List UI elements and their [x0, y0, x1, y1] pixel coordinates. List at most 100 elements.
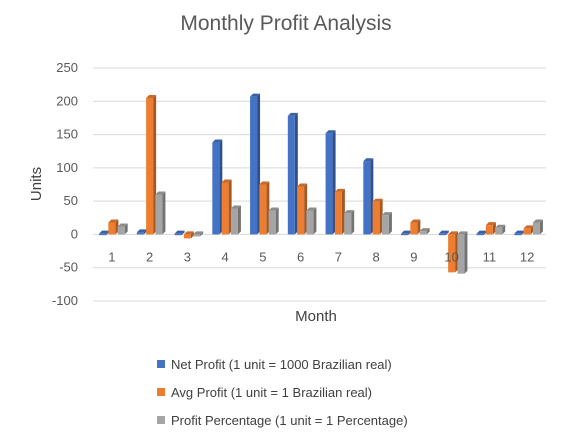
bar — [230, 208, 238, 235]
bar-side — [162, 191, 166, 235]
bar-top — [193, 231, 204, 235]
bar-side — [351, 210, 355, 235]
bar-top — [174, 230, 185, 234]
legend-label-net-profit: Net Profit (1 unit = 1000 Brazilian real… — [171, 356, 392, 372]
y-tick-label: 200 — [56, 93, 78, 108]
bar — [183, 234, 191, 239]
bar-top — [401, 230, 412, 234]
bar — [485, 225, 493, 235]
bar — [401, 233, 409, 236]
bar-side — [464, 231, 468, 274]
y-tick-label: 0 — [71, 226, 78, 241]
bar — [146, 97, 154, 235]
bar — [438, 233, 446, 236]
x-tick-label: 1 — [108, 249, 115, 264]
bar-side — [455, 231, 459, 273]
bar-top — [457, 231, 468, 235]
bar-top — [448, 231, 459, 235]
bar-top — [523, 225, 534, 229]
x-axis-ticks: 1 2 3 4 5 6 7 8 9 10 11 12 — [108, 249, 534, 264]
y-tick-label: 150 — [56, 127, 78, 142]
legend-swatch-avg-profit — [157, 388, 165, 396]
bar — [372, 201, 380, 235]
bar-side — [313, 207, 317, 235]
bar-top — [410, 219, 421, 223]
x-tick-label: 6 — [297, 249, 304, 264]
bar-side — [294, 112, 298, 235]
bar-top — [485, 222, 496, 226]
bar-side — [275, 207, 279, 235]
x-tick-label: 9 — [410, 249, 417, 264]
bar-side — [426, 228, 430, 235]
bar — [381, 215, 389, 235]
bar-side — [521, 230, 525, 236]
y-tick-label: 100 — [56, 160, 78, 175]
x-tick-label: 4 — [222, 249, 229, 264]
bar — [306, 210, 314, 235]
legend: Net Profit (1 unit = 1000 Brazilian real… — [157, 350, 408, 434]
x-tick-label: 5 — [259, 249, 266, 264]
bar — [108, 222, 116, 235]
bars — [99, 93, 543, 274]
bar-top — [344, 210, 355, 214]
x-tick-label: 7 — [335, 249, 342, 264]
bar-side — [219, 139, 223, 235]
bar-side — [266, 181, 270, 235]
bar — [250, 96, 258, 235]
bar-side — [257, 93, 261, 235]
x-tick-label: 11 — [483, 249, 497, 264]
legend-item-net-profit: Net Profit (1 unit = 1000 Brazilian real… — [157, 350, 408, 378]
bar-top — [250, 93, 261, 97]
bar-top — [287, 112, 298, 116]
x-tick-label: 3 — [184, 249, 191, 264]
bar — [268, 210, 276, 235]
bar-top — [325, 130, 336, 134]
legend-label-avg-profit: Avg Profit (1 unit = 1 Brazilian real) — [171, 384, 372, 400]
bar — [448, 234, 456, 273]
bar-side — [408, 230, 412, 236]
y-axis-label: Units — [28, 167, 45, 201]
bar-side — [492, 222, 496, 235]
bar-side — [190, 231, 194, 239]
bar — [363, 161, 371, 235]
bar-top — [363, 158, 374, 162]
bar — [99, 233, 107, 236]
bar-side — [228, 179, 232, 235]
bar — [297, 186, 305, 235]
bar-top — [136, 229, 147, 233]
bar-top — [221, 179, 232, 183]
bar-top — [183, 231, 194, 235]
bar-top — [495, 224, 506, 228]
bar-top — [306, 207, 317, 211]
y-tick-label: 250 — [56, 60, 78, 75]
bar — [259, 184, 267, 235]
bar-top — [212, 139, 223, 143]
bar — [476, 233, 484, 236]
bar — [136, 232, 144, 235]
x-tick-label: 10 — [444, 249, 458, 264]
x-tick-label: 12 — [520, 249, 534, 264]
bar-side — [237, 205, 241, 235]
bar-top — [259, 181, 270, 185]
bar-side — [332, 130, 336, 235]
bar — [221, 182, 229, 235]
bar-side — [483, 230, 487, 236]
bar-side — [153, 94, 157, 235]
bar — [532, 222, 540, 235]
bar-side — [388, 212, 392, 235]
bar-top — [99, 230, 110, 234]
bar — [419, 231, 427, 235]
bar — [344, 213, 352, 235]
bar — [287, 115, 295, 235]
bar — [174, 233, 182, 236]
bar — [523, 228, 531, 235]
bar-top — [297, 183, 308, 187]
legend-label-profit-percentage: Profit Percentage (1 unit = 1 Percentage… — [171, 412, 408, 428]
x-tick-label: 2 — [146, 249, 153, 264]
bar-top — [532, 219, 543, 223]
bar-side — [530, 225, 534, 235]
bar-side — [304, 183, 308, 235]
bar — [155, 194, 163, 235]
bar — [457, 234, 465, 274]
